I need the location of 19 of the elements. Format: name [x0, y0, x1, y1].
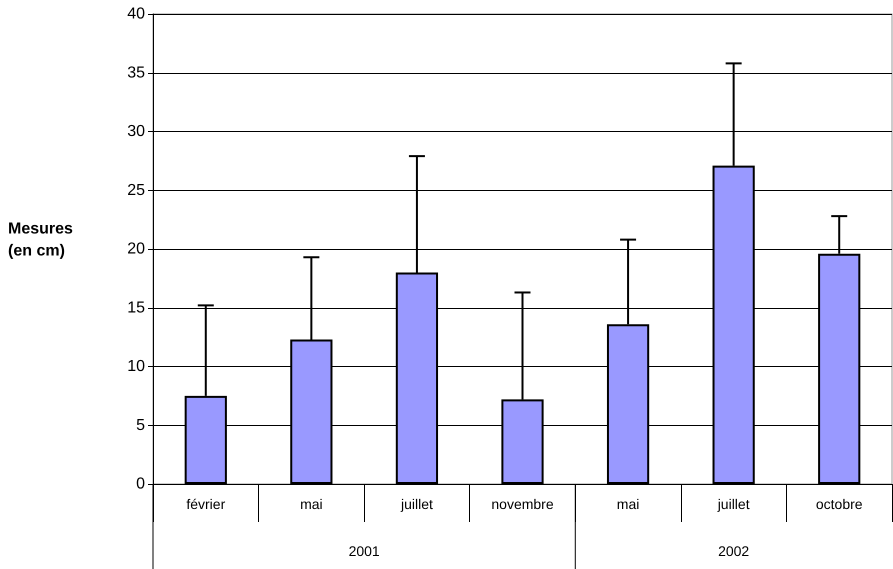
- y-tick-label: 25: [127, 182, 146, 199]
- x-tick-label: mai: [616, 496, 640, 512]
- y-tick-label: 5: [136, 416, 146, 434]
- y-tick-label: 40: [127, 6, 146, 22]
- text: 2001: [348, 543, 380, 559]
- y-axis-title: Mesures (en cm): [8, 220, 74, 260]
- x-tick-label: juillet: [400, 496, 433, 512]
- y-tick-label: 0: [136, 476, 146, 492]
- y-tick-label: 20: [127, 240, 146, 258]
- text: 2002: [718, 543, 750, 559]
- y-tick-label: 15: [127, 299, 146, 316]
- y-tick-label: 10: [127, 358, 146, 375]
- x-tick-label: octobre: [816, 496, 863, 512]
- x-tick-label: juillet: [716, 496, 750, 512]
- y-tick-label: 30: [127, 123, 146, 140]
- x-tick-label: novembre: [491, 496, 554, 512]
- x-tick-label: mai: [300, 496, 323, 512]
- x-tick-label: février: [186, 496, 226, 512]
- y-tick-label: 35: [127, 64, 146, 82]
